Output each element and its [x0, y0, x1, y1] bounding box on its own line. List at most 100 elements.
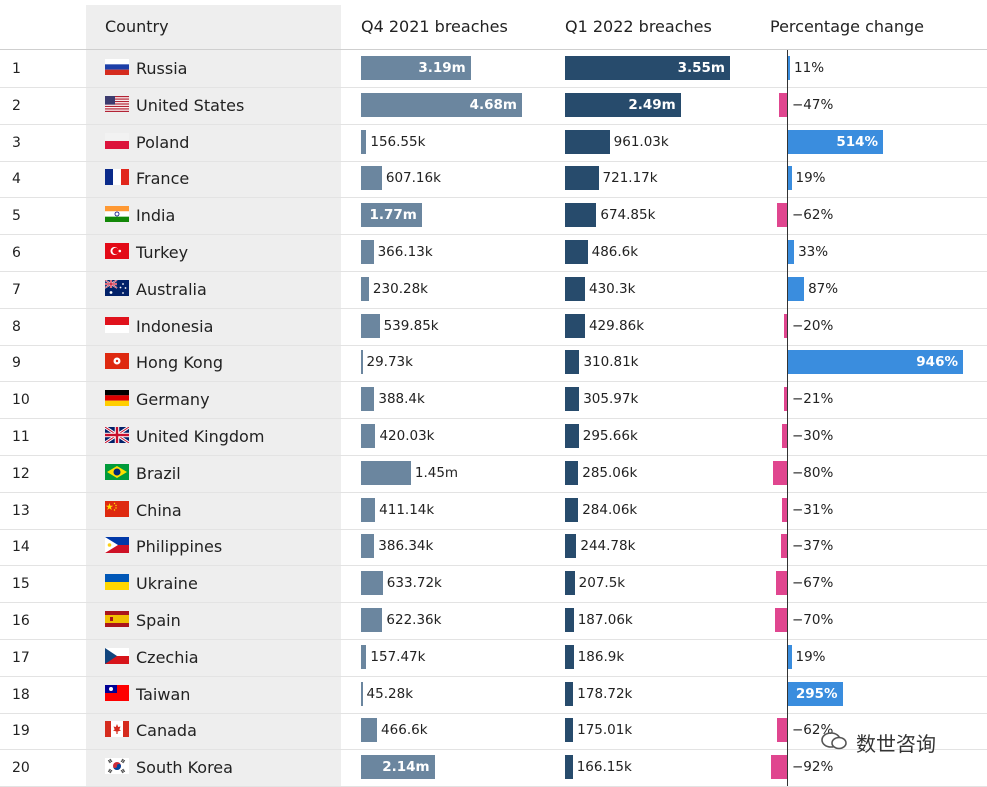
- q4-bar: [361, 718, 378, 743]
- percentage-bar: [788, 56, 791, 80]
- russia-flag-icon: [105, 59, 129, 75]
- rank-number: 10: [12, 392, 30, 409]
- q4-value-label: 411.14k: [379, 501, 435, 518]
- q4-bar: [361, 166, 382, 191]
- q1-value-label: 175.01k: [577, 722, 633, 739]
- spain-flag-icon: [105, 611, 129, 627]
- country-name: India: [136, 206, 176, 226]
- rank-number: 16: [12, 613, 30, 629]
- country-name: United Kingdom: [136, 427, 265, 446]
- percentage-bar: [776, 718, 788, 743]
- percentage-bar: [776, 203, 788, 228]
- q4-value-label: 156.55k: [370, 133, 426, 150]
- germany-flag-icon: [105, 390, 129, 407]
- header-q4-2021: Q4 2021 breaches: [361, 17, 508, 36]
- q4-value-label: 622.36k: [386, 612, 442, 628]
- q1-value-label: 674.85k: [600, 207, 656, 224]
- q4-bar: [361, 276, 369, 301]
- q4-value-label: 607.16k: [385, 170, 441, 187]
- table-header: Country Q4 2021 breaches Q1 2022 breache…: [0, 5, 987, 50]
- country-name: Poland: [136, 132, 190, 152]
- percentage-bar: [788, 240, 795, 264]
- table-row: 13 China 411.14k 284.06k −31%: [0, 492, 987, 530]
- country-name: Turkey: [136, 243, 189, 262]
- q1-value-label: 429.86k: [588, 317, 645, 334]
- percentage-value-label: 19%: [795, 648, 826, 665]
- rank-number: 8: [12, 318, 21, 335]
- q4-bar: [361, 571, 383, 596]
- rank-number: 5: [12, 208, 21, 225]
- q1-value-label: 721.17k: [602, 170, 658, 187]
- q4-bar: [361, 644, 367, 669]
- table-row: 6 Turkey 366.13k 486.6k 33%: [0, 234, 987, 272]
- percentage-value-label: −92%: [792, 759, 834, 776]
- poland-flag-icon: [105, 132, 129, 149]
- percentage-bar: [781, 534, 788, 559]
- percentage-bar: [771, 755, 788, 780]
- table-row: 14 Philippines 386.34k 244.78k −37%: [0, 528, 987, 567]
- table-row: 18 Taiwan 45.28k 178.72k 295%: [0, 676, 987, 714]
- percentage-zero-axis: [787, 50, 788, 786]
- us-flag-icon: [105, 95, 129, 112]
- table-row: 12 Brazil 1.45m 285.06k −80%: [0, 455, 987, 493]
- percentage-bar: [788, 681, 843, 706]
- table-row: 3 Poland 156.55k 961.03k 514%: [0, 124, 987, 162]
- q1-bar: [565, 681, 574, 706]
- table-row: 9 Hong Kong 29.73k 310.81k 946%: [0, 344, 987, 383]
- table-row: 4 France 607.16k 721.17k 19%: [0, 160, 987, 199]
- q4-value-label: 157.47k: [370, 648, 426, 665]
- q1-value-label: 207.5k: [578, 575, 626, 592]
- country-name: Brazil: [136, 463, 181, 483]
- q4-value-label: 45.28k: [366, 685, 414, 702]
- q1-value-label: 961.03k: [613, 133, 669, 150]
- rank-number: 1: [12, 61, 21, 77]
- indonesia-flag-icon: [105, 316, 129, 333]
- q4-value-label: 1.45m: [414, 464, 459, 481]
- canada-flag-icon: [105, 721, 129, 738]
- q1-bar: [565, 203, 597, 228]
- country-name: South Korea: [136, 758, 233, 778]
- table-row: 19 Canada 466.6k 175.01k −62%: [0, 712, 987, 751]
- q1-bar: [565, 240, 588, 264]
- france-flag-icon: [105, 169, 129, 186]
- q1-value-label: 285.06k: [582, 464, 638, 481]
- percentage-value-label: −62%: [792, 207, 834, 224]
- q1-value-label: 284.06k: [582, 501, 638, 518]
- percentage-bar: [775, 608, 788, 632]
- percentage-value-label: −70%: [792, 612, 834, 628]
- table-row: 7 Australia 230.28k 430.3k 87%: [0, 271, 987, 309]
- rank-number: 9: [12, 355, 21, 372]
- q1-bar: [565, 387, 580, 412]
- q1-value-label: 430.3k: [588, 280, 636, 297]
- q4-value-label: 29.73k: [366, 354, 413, 371]
- q4-bar: [361, 240, 374, 264]
- percentage-bar: [784, 313, 788, 338]
- australia-flag-icon: [105, 279, 129, 296]
- country-name: Philippines: [136, 537, 223, 557]
- q1-bar: [565, 424, 579, 448]
- country-name: France: [136, 169, 190, 189]
- taiwan-flag-icon: [105, 684, 129, 701]
- q1-value-label: 2.49m: [628, 96, 676, 113]
- q1-bar: [565, 276, 585, 301]
- q4-bar: [361, 497, 376, 522]
- q4-bar: [361, 129, 367, 154]
- percentage-bar: [782, 424, 788, 448]
- percentage-value-label: 514%: [836, 133, 879, 150]
- country-name: Czechia: [136, 647, 199, 667]
- country-name: Australia: [136, 279, 207, 299]
- q1-bar: [565, 534, 577, 559]
- table-row: 15 Ukraine 633.72k 207.5k −67%: [0, 565, 987, 604]
- percentage-bar: [788, 129, 884, 154]
- country-name: Taiwan: [136, 684, 191, 704]
- rank-number: 2: [12, 97, 21, 114]
- q1-bar: [565, 92, 681, 117]
- table-row: 8 Indonesia 539.85k 429.86k −20%: [0, 308, 987, 346]
- q1-value-label: 305.97k: [583, 391, 639, 408]
- q1-bar: [565, 571, 575, 596]
- rank-number: 12: [12, 465, 30, 482]
- country-name: Russia: [136, 59, 188, 78]
- q4-value-label: 1.77m: [369, 207, 417, 224]
- percentage-bar: [784, 387, 788, 412]
